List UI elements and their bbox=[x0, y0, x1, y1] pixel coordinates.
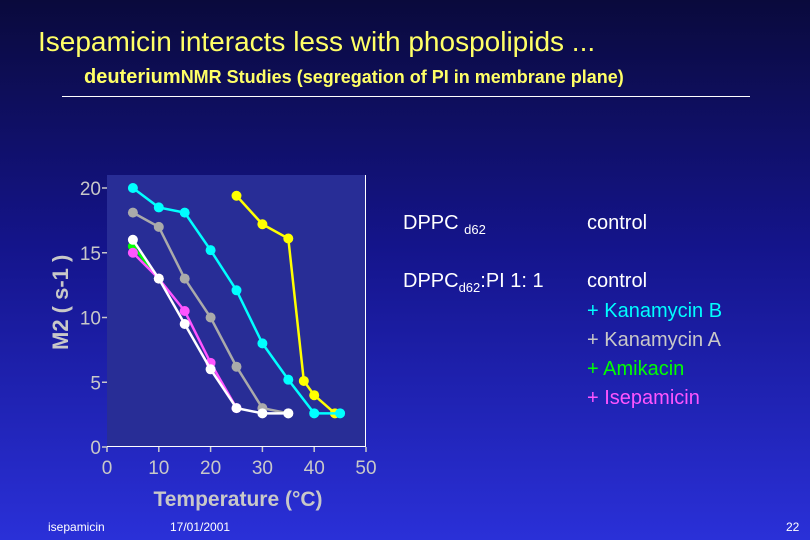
data-point bbox=[179, 318, 190, 329]
data-point bbox=[179, 306, 190, 317]
data-point bbox=[257, 219, 268, 230]
footer-date: 17/01/2001 bbox=[170, 520, 231, 534]
x-tick-label: 20 bbox=[200, 458, 221, 479]
series-group bbox=[127, 183, 346, 419]
legend-dppc-control: control bbox=[587, 212, 648, 234]
data-point bbox=[231, 285, 242, 296]
y-tick-label: 15 bbox=[80, 244, 101, 265]
x-tick-label: 30 bbox=[252, 458, 273, 479]
series-1 bbox=[127, 183, 346, 419]
legend-mix-base: DPPC bbox=[403, 270, 459, 292]
legend-item-isepamicin: + Isepamicin bbox=[587, 387, 700, 409]
footer-topic: isepamicin bbox=[48, 520, 105, 534]
data-point bbox=[127, 207, 138, 218]
data-point bbox=[257, 338, 268, 349]
legend-item-amikacin: + Amikacin bbox=[587, 358, 685, 380]
data-point bbox=[231, 361, 242, 372]
slide-title: Isepamicin interacts less with phospolip… bbox=[38, 26, 596, 57]
footer-page-number: 22 bbox=[786, 520, 800, 534]
legend-dppc-base: DPPC bbox=[403, 212, 459, 234]
data-point bbox=[309, 408, 320, 419]
x-axis-label: Temperature (°C) bbox=[153, 488, 322, 511]
data-point bbox=[309, 390, 320, 401]
data-point bbox=[231, 190, 242, 201]
slide-subtitle: deuteriumNMR Studies (segregation of PI … bbox=[84, 66, 624, 89]
data-point bbox=[298, 375, 309, 386]
x-tick-label: 10 bbox=[148, 458, 169, 479]
legend-dppc-sub: d62 bbox=[464, 222, 486, 237]
y-tick-label: 0 bbox=[90, 438, 101, 459]
y-tick-label: 20 bbox=[80, 179, 101, 200]
data-point bbox=[205, 312, 216, 323]
data-point bbox=[179, 207, 190, 218]
data-point bbox=[283, 408, 294, 419]
data-point bbox=[127, 183, 138, 193]
data-point bbox=[205, 245, 216, 256]
x-tick-label: 50 bbox=[355, 458, 376, 479]
legend-mix-control: control bbox=[587, 270, 648, 292]
subtitle-deuterium: deuterium bbox=[84, 66, 181, 88]
legend-mix-rest: :PI 1: 1 bbox=[480, 270, 544, 292]
data-point bbox=[231, 403, 242, 414]
y-tick-label: 5 bbox=[90, 373, 101, 394]
series-4 bbox=[127, 247, 242, 414]
y-tick-label: 10 bbox=[80, 309, 101, 330]
legend-dppc: DPPC d62 bbox=[403, 212, 486, 237]
y-axis-label-text: M2 ( s-1 ) bbox=[48, 255, 73, 350]
data-point bbox=[153, 202, 164, 213]
data-point bbox=[283, 374, 294, 385]
x-tick-label: 0 bbox=[102, 458, 113, 479]
legend-item-kanamycin-b: + Kanamycin B bbox=[587, 300, 723, 322]
y-axis-label: M2 ( s-1 ) bbox=[48, 255, 73, 350]
data-point bbox=[257, 408, 268, 419]
data-point bbox=[205, 364, 216, 375]
legend-mix-sub: d62 bbox=[458, 280, 481, 295]
title-divider bbox=[62, 96, 750, 97]
legend-mix: DPPCd62:PI 1: 1 bbox=[403, 270, 544, 295]
data-point bbox=[283, 233, 294, 244]
data-point bbox=[335, 408, 346, 419]
data-point bbox=[153, 273, 164, 284]
axis-ticks: 0 10 20 30 40 50 0 5 10 15 20 bbox=[80, 179, 377, 479]
legend-item-kanamycin-a: + Kanamycin A bbox=[587, 329, 721, 351]
series-5 bbox=[127, 234, 294, 419]
subtitle-rest: NMR Studies (segregation of PI in membra… bbox=[180, 67, 624, 87]
data-point bbox=[153, 221, 164, 232]
x-tick-label: 40 bbox=[304, 458, 325, 479]
data-point bbox=[127, 234, 138, 245]
data-point bbox=[127, 247, 138, 258]
data-point bbox=[179, 273, 190, 284]
